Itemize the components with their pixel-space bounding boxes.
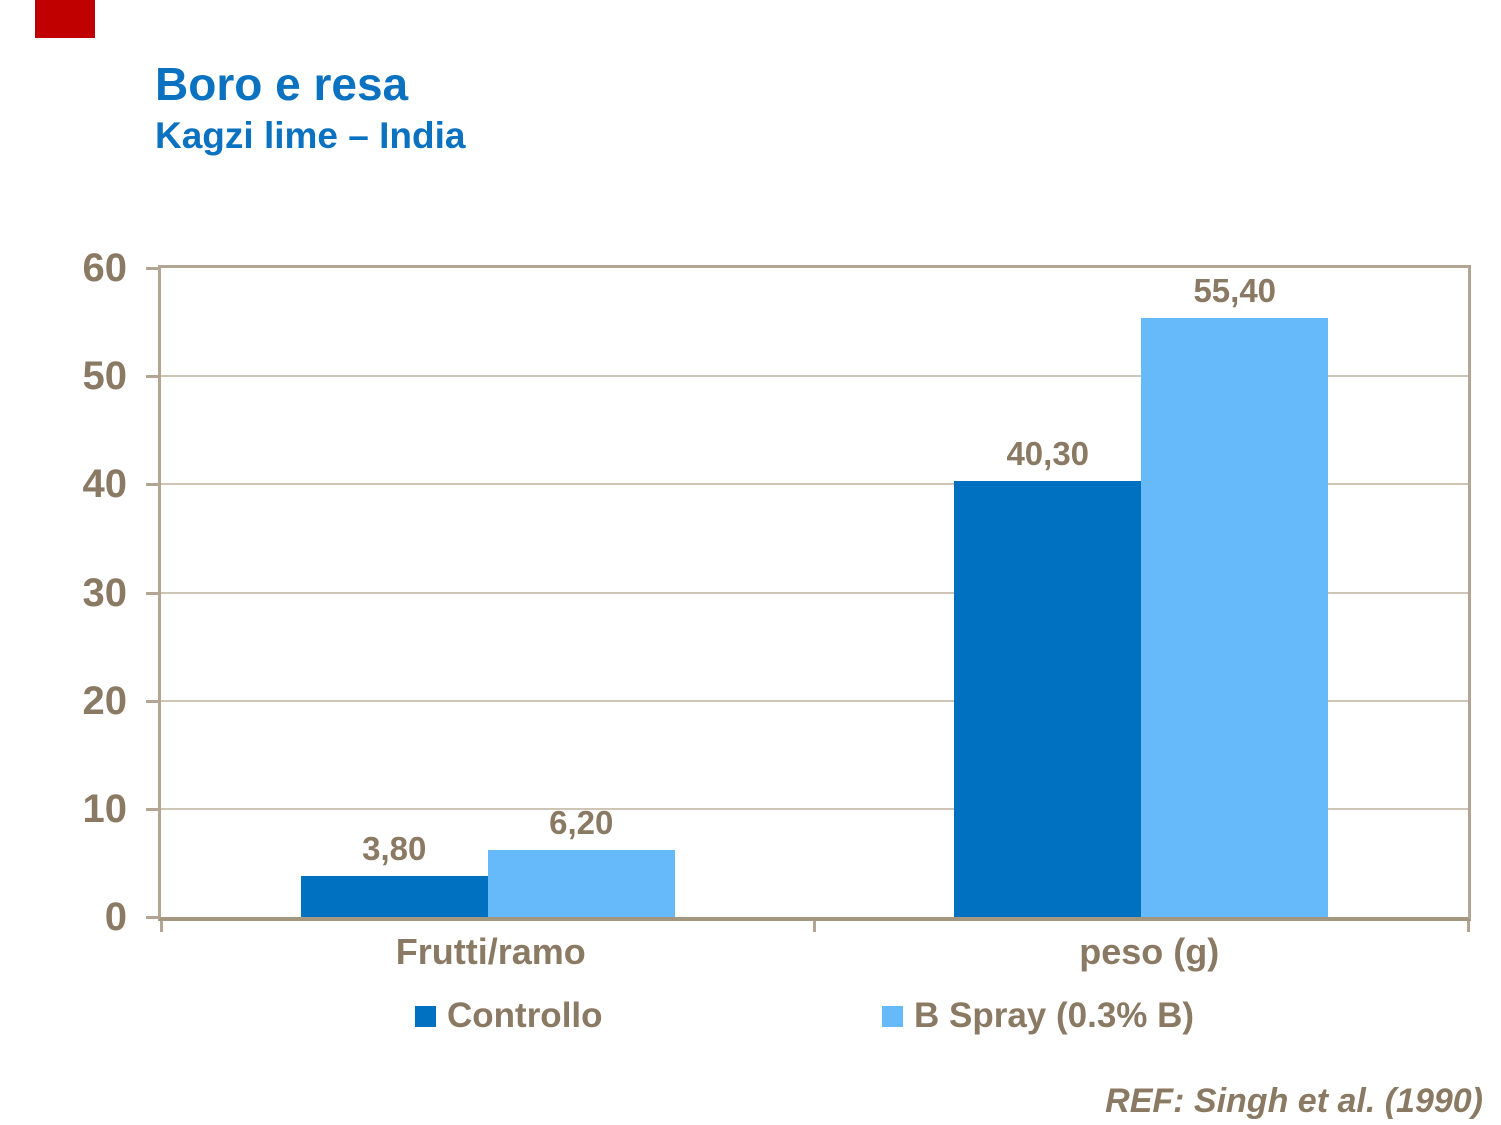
ytick-mark-60: [146, 267, 159, 270]
ytick-label-30: 30: [82, 570, 128, 615]
bar-value-label-1-0: 40,30: [1006, 435, 1090, 473]
legend-item-1: B Spray (0.3% B): [882, 996, 1194, 1036]
legend-item-0: Controllo: [415, 996, 603, 1036]
ytick-mark-10: [146, 807, 159, 811]
ytick-label-10: 10: [82, 786, 128, 831]
xtick-mark-2: [1466, 921, 1470, 932]
xtick-mark-0: [159, 921, 163, 932]
page-subtitle: Kagzi lime – India: [155, 115, 466, 156]
bar-value-label-0-1: 6,20: [549, 803, 614, 841]
bar-b-spray-0-3-b--0: [487, 849, 675, 917]
xtick-mark-1: [813, 921, 816, 932]
ytick-label-0: 0: [104, 895, 127, 939]
ytick-label-20: 20: [82, 678, 128, 723]
gridline-30: [161, 591, 1468, 594]
gridline-10: [161, 807, 1468, 810]
plot-area: 3,80 6,20 40,30 55,40: [158, 265, 1471, 921]
ytick-mark-20: [146, 699, 159, 703]
ytick-label-60: 60: [82, 246, 128, 290]
bar-value-label-0-0: 3,80: [362, 829, 427, 867]
category-label-1: peso (g): [1079, 931, 1220, 972]
logo-red-rectangle: [35, 0, 95, 38]
category-label-0: Frutti/ramo: [395, 931, 586, 972]
bar-controllo-1: [954, 481, 1142, 917]
bar-value-label-1-1: 55,40: [1193, 271, 1277, 309]
ytick-mark-30: [146, 591, 159, 595]
ytick-mark-40: [146, 483, 159, 487]
legend-swatch-1: [882, 1005, 903, 1027]
bar-b-spray-0-3-b--1: [1141, 317, 1329, 917]
bar-controllo-0: [300, 875, 488, 917]
page-title: Boro e resa: [155, 58, 409, 110]
ytick-mark-50: [146, 375, 159, 379]
gridline-20: [161, 699, 1468, 702]
gridline-40: [161, 483, 1468, 486]
ytick-label-50: 50: [82, 354, 128, 399]
ytick-label-40: 40: [82, 462, 128, 507]
ytick-mark-0: [146, 916, 159, 919]
reference-text: REF: Singh et al. (1990): [1105, 1082, 1483, 1120]
gridline-50: [161, 375, 1468, 378]
legend-label-0: Controllo: [447, 996, 603, 1035]
legend-label-1: B Spray (0.3% B): [914, 996, 1195, 1035]
legend-swatch-0: [415, 1005, 436, 1027]
